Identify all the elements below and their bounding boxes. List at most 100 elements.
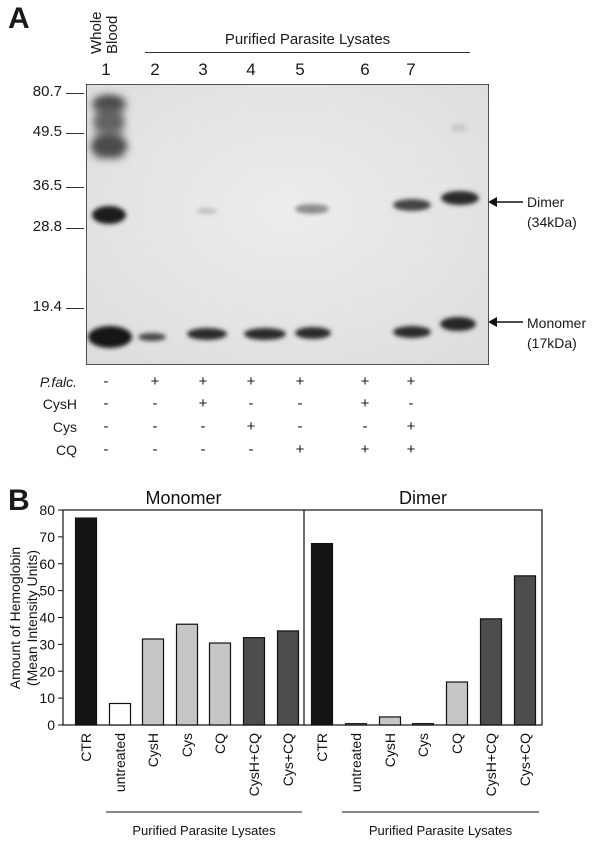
mw-marker-tick	[66, 187, 84, 188]
x-tick-label: CysH	[382, 733, 398, 767]
x-tick-label: Cys+CQ	[280, 733, 296, 786]
group-header: Purified Parasite Lysates	[224, 31, 391, 48]
lane-number: 6	[360, 60, 370, 79]
y-tick-label: 10	[39, 690, 55, 706]
condition-value: -	[152, 395, 158, 412]
y-tick-label: 70	[39, 529, 55, 545]
lane-number: 7	[406, 60, 416, 79]
x-tick-label: untreated	[112, 733, 128, 792]
mw-marker-label: 19.4	[32, 298, 62, 315]
mw-marker-tick	[66, 93, 84, 94]
condition-value: -	[103, 418, 109, 435]
x-tick-label: CQ	[449, 733, 465, 754]
lane-1-dimer-band	[92, 206, 126, 224]
panel-a-letter: A	[8, 2, 30, 35]
mw-marker-label: 36.5	[32, 177, 62, 194]
mw-marker-tick	[66, 228, 84, 229]
condition-value: -	[362, 418, 368, 435]
bar	[411, 723, 435, 726]
y-tick-label: 50	[39, 583, 55, 599]
lane-6-monomer-band	[393, 326, 431, 338]
condition-label: CQ	[56, 442, 77, 458]
lane-1-monomer-band	[88, 326, 132, 348]
condition-value: -	[152, 418, 158, 435]
condition-value: +	[295, 441, 305, 458]
group-header-rule	[145, 52, 470, 53]
y-tick-label: 20	[39, 663, 55, 679]
condition-value: +	[246, 373, 256, 390]
plot-frame	[62, 509, 543, 726]
mw-marker-label: 28.8	[32, 218, 62, 235]
condition-value: -	[408, 395, 414, 412]
lane-number: 3	[198, 60, 208, 79]
condition-label: P.falc.	[39, 374, 77, 390]
condition-value: -	[200, 441, 206, 458]
mw-marker-label: 49.5	[32, 123, 62, 140]
condition-value: +	[406, 441, 416, 458]
condition-value: +	[295, 373, 305, 390]
bar	[141, 638, 165, 726]
monomer-label-line2: (17kDa)	[527, 335, 577, 351]
condition-value: +	[360, 441, 370, 458]
mw-marker-tick	[66, 308, 84, 309]
condition-value: -	[297, 418, 303, 435]
x-tick-label: untreated	[348, 733, 364, 792]
x-tick-label: CysH+CQ	[246, 733, 262, 797]
bar	[310, 542, 334, 726]
bar	[276, 630, 300, 726]
condition-value: -	[103, 373, 109, 390]
condition-value: -	[248, 441, 254, 458]
bar	[175, 623, 199, 726]
x-tick-label: Cys+CQ	[517, 733, 533, 786]
panel-b-letter: B	[8, 484, 30, 517]
y-axis-label-line1: Amount of Hemoglobin	[7, 547, 23, 689]
bar	[513, 575, 537, 726]
condition-value: +	[198, 373, 208, 390]
condition-value: +	[150, 373, 160, 390]
bar	[242, 637, 266, 726]
whole-blood-label: Whole Blood	[88, 11, 121, 54]
y-tick-label: 60	[39, 556, 55, 572]
lane-5-dimer-band	[295, 204, 329, 214]
bar	[445, 681, 469, 726]
lane-3-dimer-band	[197, 208, 217, 214]
condition-value: -	[200, 418, 206, 435]
lane-3-monomer-band	[187, 328, 227, 340]
lane-7-monomer-band	[440, 317, 476, 331]
y-tick-label: 30	[39, 636, 55, 652]
blot-membrane	[86, 84, 489, 365]
section-title: Dimer	[399, 490, 447, 508]
lane-4-monomer-band	[244, 328, 286, 340]
group-label: Purified Parasite Lysates	[132, 823, 276, 838]
condition-value: -	[103, 441, 109, 458]
dimer-label: Dimer (34kDa)	[527, 192, 577, 232]
bar	[74, 517, 98, 726]
x-tick-label: Cys	[415, 733, 431, 757]
whole-blood-header: Whole Blood	[83, 6, 123, 56]
x-tick-label: CTR	[314, 733, 330, 762]
bar	[208, 642, 232, 726]
condition-value: -	[248, 395, 254, 412]
condition-value: -	[103, 395, 109, 412]
condition-value: +	[360, 395, 370, 412]
x-tick-label: CTR	[78, 733, 94, 762]
condition-label: Cys	[52, 419, 77, 435]
bar	[378, 716, 402, 726]
y-axis-label-line2: (Mean Intensity Units)	[24, 550, 40, 686]
dimer-label-line2: (34kDa)	[527, 214, 577, 230]
group-label: Purified Parasite Lysates	[369, 823, 513, 838]
mw-marker-tick	[66, 133, 84, 134]
condition-label: CysH	[42, 396, 77, 412]
bar	[479, 618, 503, 726]
arrows	[488, 197, 523, 327]
lane-1-bands	[91, 95, 127, 159]
condition-value: +	[406, 418, 416, 435]
x-tick-label: CysH+CQ	[483, 733, 499, 797]
lane-2-monomer-band	[138, 333, 166, 341]
western-blot-image	[86, 84, 489, 365]
bar	[344, 723, 368, 726]
monomer-label-line1: Monomer	[527, 315, 587, 331]
bar	[108, 702, 132, 726]
mw-marker-label: 80.7	[32, 83, 62, 100]
condition-value: +	[198, 395, 208, 412]
